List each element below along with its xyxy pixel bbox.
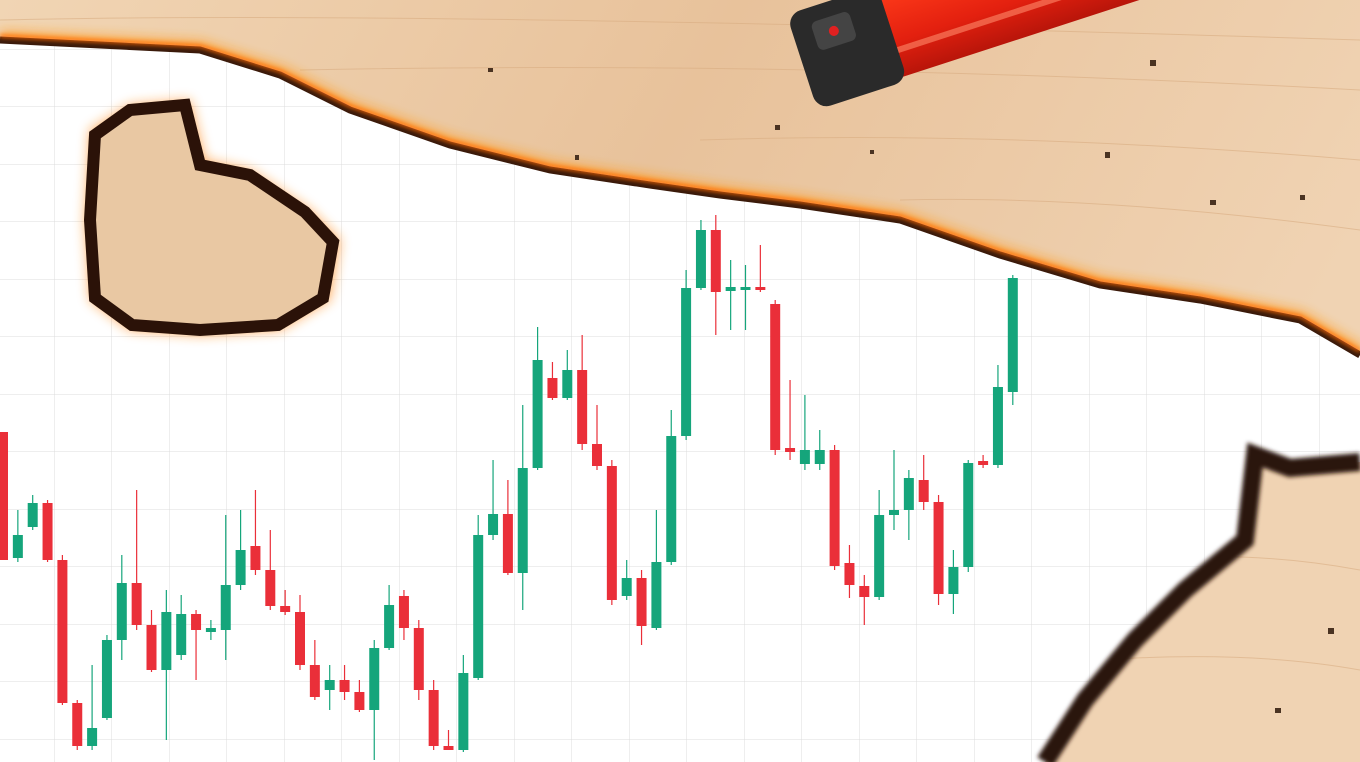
candle-body	[799, 450, 810, 464]
candle-body	[57, 560, 68, 703]
candle-body	[948, 567, 959, 594]
candle-body	[992, 387, 1003, 465]
candle-body	[903, 478, 914, 510]
candle-body	[651, 562, 662, 628]
candle-body	[428, 690, 439, 746]
candle-body	[354, 692, 365, 710]
candle-body	[235, 550, 246, 585]
candle-body	[681, 288, 692, 436]
candle-body	[280, 606, 291, 612]
candle-body	[725, 287, 736, 291]
candle-body	[458, 673, 469, 750]
candle-body	[755, 287, 766, 290]
candle-body	[532, 360, 543, 468]
candle-body	[309, 665, 320, 697]
candle-body	[829, 450, 840, 566]
candle-body	[413, 628, 424, 690]
debris	[488, 60, 1334, 713]
candle-body	[918, 480, 929, 502]
candle-body	[785, 448, 796, 452]
candle-body	[265, 570, 276, 606]
candle-body	[131, 583, 142, 625]
candle-body	[191, 614, 202, 630]
candle-body	[874, 515, 885, 597]
candle-body	[0, 432, 8, 560]
candle-body	[176, 614, 187, 655]
candle-body	[859, 586, 870, 597]
candle-body	[562, 370, 573, 398]
candle-body	[101, 640, 112, 718]
candle-body	[339, 680, 350, 692]
burnt-edge	[0, 36, 1360, 359]
candle-body	[87, 728, 98, 746]
candle-body	[636, 578, 647, 626]
candle-body	[740, 287, 751, 290]
candle-body	[517, 468, 528, 573]
candle-body	[27, 503, 38, 527]
candle-body	[770, 304, 781, 450]
candle-body	[161, 612, 172, 670]
candle-body	[577, 370, 588, 444]
candle-body	[443, 746, 454, 750]
candle-body	[384, 605, 395, 648]
candle-body	[146, 625, 157, 670]
candle-body	[12, 535, 23, 558]
candle-body	[978, 461, 989, 465]
candle-body	[116, 583, 127, 640]
candle-body	[488, 514, 499, 535]
burnt-edge-bottom	[1037, 442, 1360, 762]
candle-body	[666, 436, 677, 562]
burn-ember	[0, 34, 1360, 353]
candle-body	[369, 648, 380, 710]
candle-body	[592, 444, 602, 466]
candle-body	[502, 514, 513, 573]
candle-body	[547, 378, 558, 398]
candle-body	[814, 450, 825, 464]
candle-body	[398, 596, 409, 628]
candle-body	[933, 502, 944, 594]
candle-body	[473, 535, 484, 678]
candle-body	[295, 612, 305, 665]
candle-body	[1007, 278, 1018, 392]
candle-body	[710, 230, 721, 292]
candle-body	[220, 585, 231, 630]
candle-body	[72, 703, 83, 746]
candle-body	[250, 546, 261, 570]
lighter	[790, 0, 1360, 107]
candle-body	[621, 578, 632, 596]
candle-body	[844, 563, 855, 585]
candle-body	[695, 230, 706, 288]
burnt-hole	[83, 98, 340, 337]
candle-body	[42, 503, 53, 560]
candle-body	[324, 680, 335, 690]
candle-body	[963, 463, 974, 567]
candle-body	[205, 628, 216, 632]
candles	[0, 215, 1018, 760]
candle-body	[606, 466, 617, 600]
candle-body	[889, 510, 899, 515]
